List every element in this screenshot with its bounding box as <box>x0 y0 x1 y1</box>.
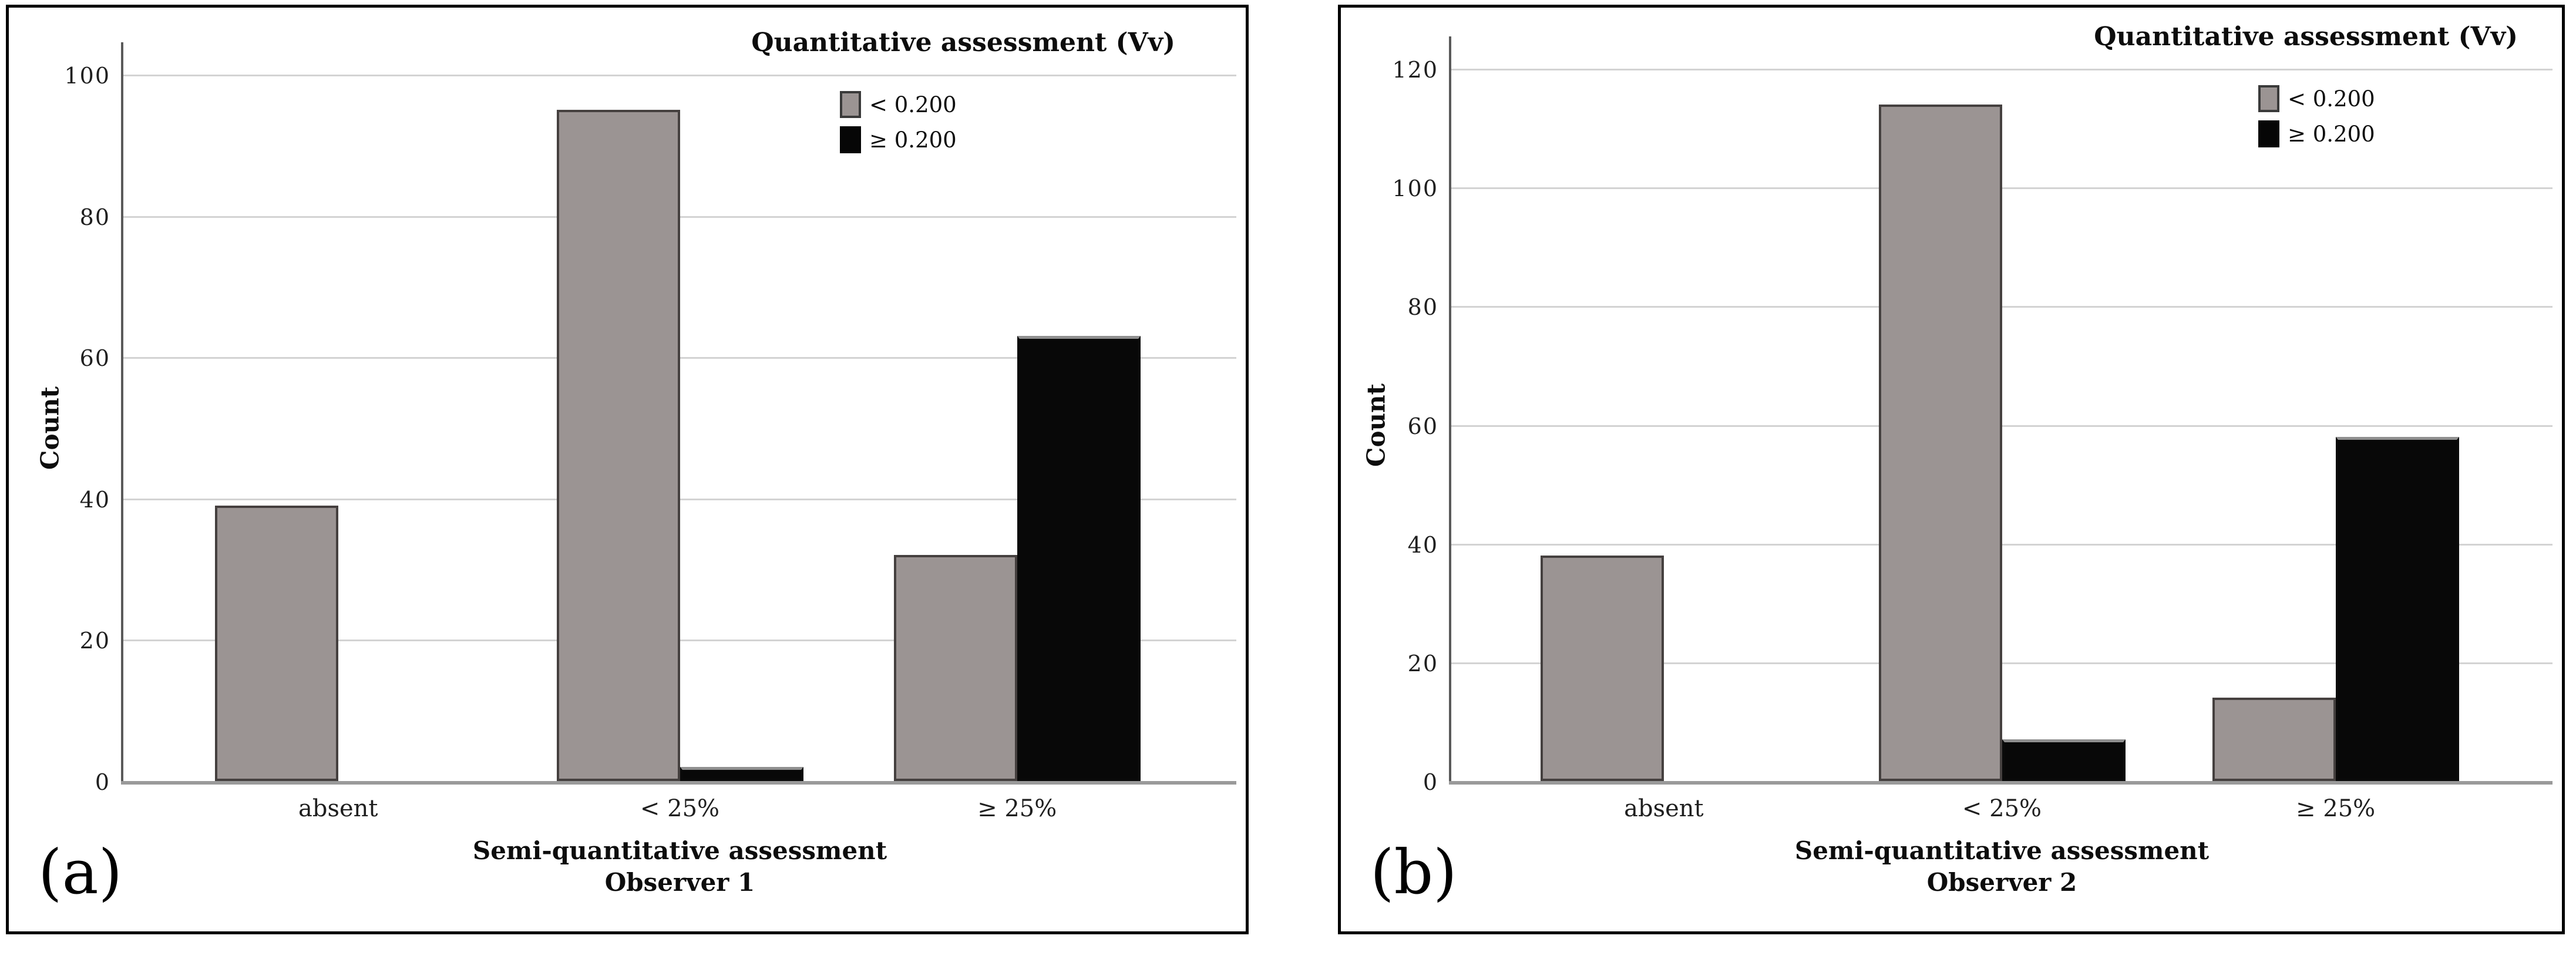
plot-area: 0 20 40 60 80 100 120 absent < 25% ≥ 25% <box>1392 8 2553 822</box>
bar-absent-lt0200 <box>214 505 338 781</box>
x-axis-title-line2: Observer 2 <box>1926 867 2077 897</box>
legend: < 0.200 ≥ 0.200 <box>840 90 957 160</box>
legend-label: < 0.200 <box>869 92 957 117</box>
panel-label-b: (b) <box>1370 836 1457 908</box>
bar-25-ge0200 <box>1017 336 1141 781</box>
y-axis-title: Count <box>35 386 65 470</box>
legend-item: < 0.200 <box>840 90 957 119</box>
bar-25-lt0200 <box>1878 104 2002 781</box>
x-axis-title-line2: Observer 1 <box>604 867 755 897</box>
legend-title: Quantitative assessment (Vv) <box>751 28 1175 58</box>
y-tick-label-40: 40 <box>79 486 110 513</box>
legend: < 0.200 ≥ 0.200 <box>2258 84 2375 154</box>
gridline-y-60 <box>123 357 1236 359</box>
x-axis-title: Semi-quantitative assessment Observer 1 <box>473 835 887 898</box>
legend-label: < 0.200 <box>2288 86 2375 112</box>
gridline-y-80 <box>123 216 1236 218</box>
y-tick-label-20: 20 <box>79 628 110 654</box>
x-category-label: absent <box>1624 795 1704 822</box>
legend-label: ≥ 0.200 <box>869 127 957 153</box>
y-tick-label-0: 0 <box>1422 769 1438 795</box>
plot-area: 0 20 40 60 80 100 absent < 25% ≥ 25% <box>64 8 1236 822</box>
y-tick-label-80: 80 <box>79 204 110 230</box>
y-tick-label-80: 80 <box>1407 294 1438 321</box>
gridline-y-100 <box>1451 187 2553 190</box>
x-category-label: ≥ 25% <box>977 795 1057 822</box>
bar-absent-lt0200 <box>1540 555 1664 781</box>
bar-25-ge0200 <box>2002 739 2126 781</box>
y-tick-label-20: 20 <box>1407 650 1438 677</box>
panel-label-a: (a) <box>38 836 123 908</box>
gridline-y-60 <box>1451 425 2553 427</box>
y-axis-line <box>121 42 123 785</box>
bar-25-ge0200 <box>2335 436 2459 781</box>
bar-25-ge0200 <box>680 766 803 781</box>
x-axis-title-line1: Semi-quantitative assessment <box>472 836 887 865</box>
y-tick-label-0: 0 <box>95 769 110 795</box>
x-category-label: ≥ 25% <box>2296 795 2376 822</box>
x-axis-title-line1: Semi-quantitative assessment <box>1794 836 2210 865</box>
y-tick-label-100: 100 <box>64 63 110 89</box>
x-category-label: < 25% <box>640 795 720 822</box>
chart-panel-b: 0 20 40 60 80 100 120 absent < 25% ≥ 25% Quantita… <box>1338 5 2565 934</box>
y-axis-title: Count <box>1361 383 1391 467</box>
legend-item: ≥ 0.200 <box>840 125 957 154</box>
bar-25-lt0200 <box>2212 698 2336 781</box>
legend-item: ≥ 0.200 <box>2258 119 2375 149</box>
legend-item: < 0.200 <box>2258 84 2375 113</box>
x-axis-line <box>121 781 1236 785</box>
bar-25-lt0200 <box>893 555 1017 781</box>
bar-25-lt0200 <box>556 110 680 781</box>
gridline-y-80 <box>1451 306 2553 308</box>
legend-swatch-black-icon <box>2258 120 2279 147</box>
gridline-y-120 <box>1451 69 2553 70</box>
legend-label: ≥ 0.200 <box>2288 121 2375 147</box>
gridline-y-20 <box>123 640 1236 642</box>
y-axis-line <box>1449 36 1451 785</box>
gridline-y-100 <box>123 75 1236 76</box>
y-tick-label-60: 60 <box>1407 413 1438 439</box>
legend-title: Quantitative assessment (Vv) <box>2094 22 2518 52</box>
legend-swatch-gray-icon <box>2258 85 2279 112</box>
legend-swatch-gray-icon <box>840 91 861 118</box>
legend-swatch-black-icon <box>840 126 861 153</box>
y-tick-label-60: 60 <box>79 345 110 372</box>
y-tick-label-40: 40 <box>1407 531 1438 558</box>
x-axis-line <box>1449 781 2553 785</box>
gridline-y-40 <box>1451 543 2553 546</box>
x-axis-title: Semi-quantitative assessment Observer 2 <box>1795 835 2209 898</box>
y-tick-label-120: 120 <box>1392 57 1438 83</box>
y-tick-label-100: 100 <box>1392 176 1438 202</box>
x-category-label: < 25% <box>1962 795 2042 822</box>
gridline-y-20 <box>1451 662 2553 664</box>
gridline-y-40 <box>123 498 1236 500</box>
chart-panel-a: 0 20 40 60 80 100 absent < 25% ≥ 25% Quantitativ… <box>6 5 1249 934</box>
x-category-label: absent <box>298 795 378 822</box>
